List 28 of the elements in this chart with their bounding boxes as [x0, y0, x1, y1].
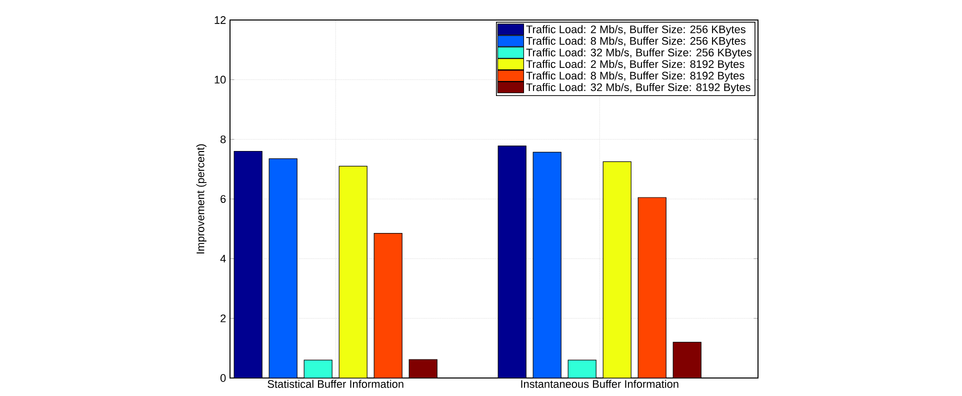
bar	[672, 342, 702, 378]
legend-label: Traffic Load: 32 Mb/s, Buffer Size: 256 KBytes	[526, 48, 752, 59]
legend-label: Traffic Load: 8 Mb/s, Buffer Size: 256 KBytes	[526, 36, 746, 47]
legend-label: Traffic Load: 32 Mb/s, Buffer Size: 8192 Bytes	[526, 83, 750, 94]
bar	[408, 359, 438, 378]
bar	[268, 158, 298, 378]
bar	[234, 150, 262, 378]
bar	[602, 161, 632, 378]
y-tick-label: 4	[220, 254, 226, 262]
bar	[638, 197, 666, 378]
legend-label: Traffic Load: 2 Mb/s, Buffer Size: 256 KBytes	[526, 25, 746, 36]
y-tick-label: 10	[214, 76, 226, 84]
bar	[338, 166, 368, 378]
x-tick-label: Statistical Buffer Information	[268, 380, 404, 388]
bar	[304, 360, 332, 378]
legend-label: Traffic Load: 2 Mb/s, Buffer Size: 8192 Bytes	[526, 60, 744, 70]
x-tick-label: Instantaneous Buffer Information	[521, 380, 678, 388]
y-tick-label: 6	[220, 195, 226, 203]
bar	[498, 146, 526, 378]
y-tick-label: 8	[220, 135, 226, 144]
y-tick-label: 12	[214, 16, 226, 24]
bar	[374, 233, 402, 378]
bar	[532, 152, 562, 378]
y-tick-label: 2	[220, 314, 226, 322]
y-tick-label: 0	[220, 374, 226, 382]
y-axis-title: Improvement (percent)	[196, 144, 206, 254]
bar	[568, 360, 596, 378]
legend-label: Traffic Load: 8 Mb/s, Buffer Size: 8192 Bytes	[526, 71, 744, 82]
